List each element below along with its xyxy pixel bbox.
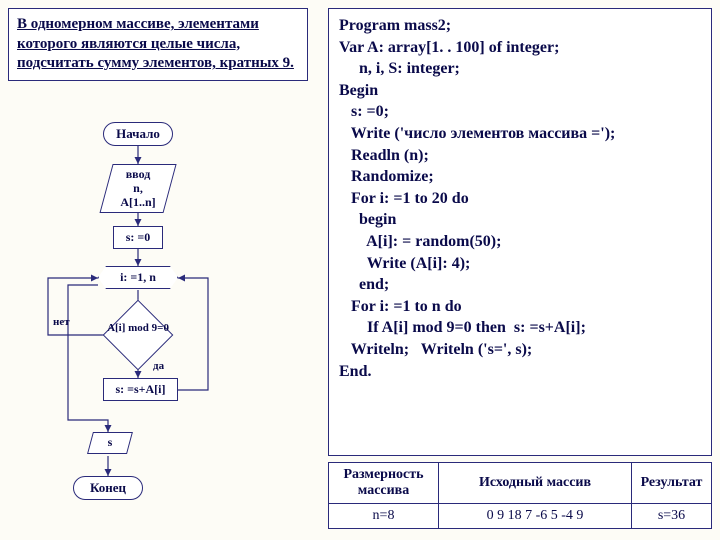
cell-array: 0 9 18 7 -6 5 -4 9: [439, 504, 632, 529]
table-row: n=8 0 9 18 7 -6 5 -4 9 s=36: [329, 504, 712, 529]
cell-sum: s=36: [632, 504, 712, 529]
task-description: В одномерном массиве, элементами которог…: [8, 8, 308, 81]
flow-end: Конец: [73, 476, 143, 500]
flow-accum: s: =s+A[i]: [103, 378, 178, 401]
col-array: Исходный массив: [439, 463, 632, 504]
col-result: Результат: [632, 463, 712, 504]
flow-init: s: =0: [113, 226, 163, 249]
flow-yes-label: да: [153, 360, 164, 372]
flow-cond-text: A[i] mod 9=0: [103, 322, 173, 334]
flow-start: Начало: [103, 122, 173, 146]
program-code: Program mass2; Var A: array[1. . 100] of…: [328, 8, 712, 456]
col-dim: Размерность массива: [329, 463, 439, 504]
flow-output: s: [87, 432, 133, 454]
flow-cond: A[i] mod 9=0: [103, 310, 173, 360]
flow-loop: i: =1, n: [98, 266, 178, 289]
table-header-row: Размерность массива Исходный массив Резу…: [329, 463, 712, 504]
flow-input: ввод n, A[1..n]: [99, 164, 176, 213]
flowchart: Начало ввод n, A[1..n] s: =0 i: =1, n A[…: [8, 120, 308, 530]
cell-n: n=8: [329, 504, 439, 529]
flow-no-label: нет: [53, 316, 70, 328]
flow-input-text: ввод n, A[1..n]: [107, 165, 169, 212]
result-table: Размерность массива Исходный массив Резу…: [328, 462, 712, 529]
flow-output-text: s: [91, 433, 129, 453]
